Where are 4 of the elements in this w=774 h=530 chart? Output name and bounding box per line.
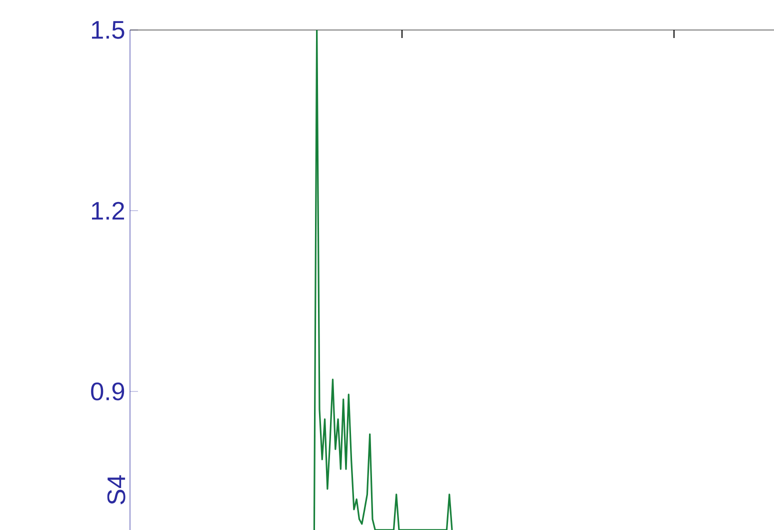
- y-tick-label: 0.9: [91, 382, 124, 400]
- y-axis-title: S4: [107, 475, 126, 504]
- y-tick-label: 1.5: [92, 21, 124, 39]
- y-tick-label: 1.2: [92, 202, 124, 220]
